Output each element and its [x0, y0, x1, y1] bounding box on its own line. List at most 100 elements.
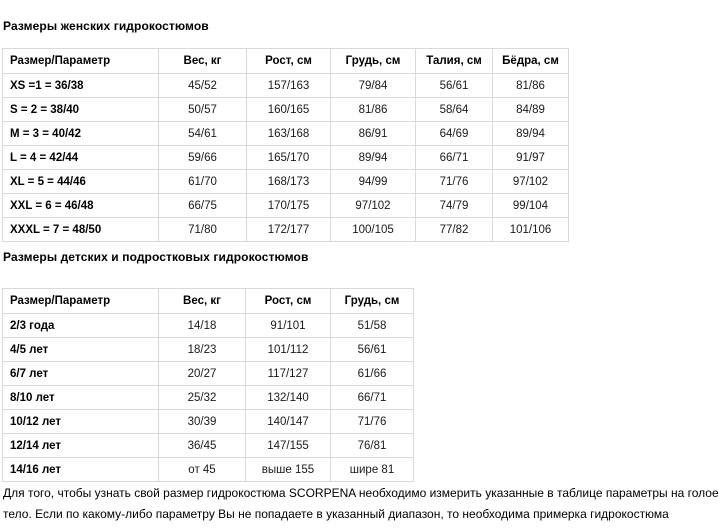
value-cell: 25/32	[158, 385, 246, 410]
table-row: L = 4 = 42/44 59/66 165/170 89/94 66/71 …	[2, 145, 569, 170]
value-cell: 71/76	[330, 409, 414, 434]
size-label-cell: XXXL = 7 = 48/50	[2, 217, 159, 242]
table-row: 8/10 лет 25/32 132/140 66/71	[2, 385, 414, 410]
table-row: 10/12 лет 30/39 140/147 71/76	[2, 409, 414, 434]
value-cell: 91/97	[492, 145, 569, 170]
value-cell: 157/163	[246, 73, 331, 98]
value-cell: 51/58	[330, 313, 414, 338]
value-cell: 59/66	[158, 145, 247, 170]
value-cell: 170/175	[246, 193, 331, 218]
value-cell: 84/89	[492, 97, 569, 122]
value-cell: 101/112	[245, 337, 331, 362]
value-cell: 61/70	[158, 169, 247, 194]
value-cell: 147/155	[245, 433, 331, 458]
value-cell: 163/168	[246, 121, 331, 146]
value-cell: 56/61	[415, 73, 493, 98]
value-cell: выше 155	[245, 457, 331, 482]
value-cell: 132/140	[245, 385, 331, 410]
value-cell: 30/39	[158, 409, 246, 434]
table-row: M = 3 = 40/42 54/61 163/168 86/91 64/69 …	[2, 121, 569, 146]
kids-size-table: Размер/Параметр Вес, кг Рост, см Грудь, …	[2, 288, 414, 482]
size-label-cell: XS =1 = 36/38	[2, 73, 159, 98]
value-cell: 89/94	[492, 121, 569, 146]
table-row: S = 2 = 38/40 50/57 160/165 81/86 58/64 …	[2, 97, 569, 122]
table-row: 4/5 лет 18/23 101/112 56/61	[2, 337, 414, 362]
value-cell: 89/94	[330, 145, 416, 170]
age-label-cell: 2/3 года	[2, 313, 159, 338]
value-cell: 54/61	[158, 121, 247, 146]
value-cell: шире 81	[330, 457, 414, 482]
table-row: XXL = 6 = 46/48 66/75 170/175 97/102 74/…	[2, 193, 569, 218]
column-header: Размер/Параметр	[2, 48, 159, 74]
value-cell: 97/102	[492, 169, 569, 194]
value-cell: 71/76	[415, 169, 493, 194]
measurement-instructions: Для того, чтобы узнать свой размер гидро…	[3, 486, 719, 521]
table-row: 14/16 лет от 45 выше 155 шире 81	[2, 457, 414, 482]
age-label-cell: 4/5 лет	[2, 337, 159, 362]
size-label-cell: S = 2 = 38/40	[2, 97, 159, 122]
age-label-cell: 6/7 лет	[2, 361, 159, 386]
table-row: XXXL = 7 = 48/50 71/80 172/177 100/105 7…	[2, 217, 569, 242]
size-label-cell: M = 3 = 40/42	[2, 121, 159, 146]
value-cell: 64/69	[415, 121, 493, 146]
value-cell: 36/45	[158, 433, 246, 458]
column-header: Вес, кг	[158, 288, 246, 314]
value-cell: 79/84	[330, 73, 416, 98]
value-cell: 97/102	[330, 193, 416, 218]
age-label-cell: 8/10 лет	[2, 385, 159, 410]
table-header-row: Размер/Параметр Вес, кг Рост, см Грудь, …	[2, 288, 414, 314]
value-cell: 172/177	[246, 217, 331, 242]
value-cell: 50/57	[158, 97, 247, 122]
value-cell: 56/61	[330, 337, 414, 362]
age-label-cell: 10/12 лет	[2, 409, 159, 434]
value-cell: 20/27	[158, 361, 246, 386]
age-label-cell: 14/16 лет	[2, 457, 159, 482]
column-header: Рост, см	[246, 48, 331, 74]
size-label-cell: XXL = 6 = 46/48	[2, 193, 159, 218]
column-header: Бёдра, см	[492, 48, 569, 74]
size-label-cell: XL = 5 = 44/46	[2, 169, 159, 194]
size-label-cell: L = 4 = 42/44	[2, 145, 159, 170]
column-header: Вес, кг	[158, 48, 247, 74]
value-cell: 66/71	[330, 385, 414, 410]
value-cell: 66/75	[158, 193, 247, 218]
value-cell: 117/127	[245, 361, 331, 386]
value-cell: 94/99	[330, 169, 416, 194]
column-header: Грудь, см	[330, 288, 414, 314]
value-cell: 58/64	[415, 97, 493, 122]
value-cell: 18/23	[158, 337, 246, 362]
column-header: Талия, см	[415, 48, 493, 74]
value-cell: 165/170	[246, 145, 331, 170]
table-row: XS =1 = 36/38 45/52 157/163 79/84 56/61 …	[2, 73, 569, 98]
value-cell: 71/80	[158, 217, 247, 242]
value-cell: 77/82	[415, 217, 493, 242]
kids-section-title: Размеры детских и подростковых гидрокост…	[3, 250, 309, 264]
value-cell: 74/79	[415, 193, 493, 218]
women-size-table: Размер/Параметр Вес, кг Рост, см Грудь, …	[2, 48, 569, 242]
value-cell: 100/105	[330, 217, 416, 242]
value-cell: 81/86	[492, 73, 569, 98]
value-cell: 14/18	[158, 313, 246, 338]
value-cell: 160/165	[246, 97, 331, 122]
value-cell: 101/106	[492, 217, 569, 242]
table-row: 2/3 года 14/18 91/101 51/58	[2, 313, 414, 338]
value-cell: 81/86	[330, 97, 416, 122]
value-cell: от 45	[158, 457, 246, 482]
value-cell: 76/81	[330, 433, 414, 458]
table-header-row: Размер/Параметр Вес, кг Рост, см Грудь, …	[2, 48, 569, 74]
column-header: Грудь, см	[330, 48, 416, 74]
women-section-title: Размеры женских гидрокостюмов	[3, 19, 209, 33]
table-row: 12/14 лет 36/45 147/155 76/81	[2, 433, 414, 458]
value-cell: 140/147	[245, 409, 331, 434]
value-cell: 61/66	[330, 361, 414, 386]
value-cell: 91/101	[245, 313, 331, 338]
column-header: Рост, см	[245, 288, 331, 314]
column-header: Размер/Параметр	[2, 288, 159, 314]
table-row: 6/7 лет 20/27 117/127 61/66	[2, 361, 414, 386]
age-label-cell: 12/14 лет	[2, 433, 159, 458]
value-cell: 168/173	[246, 169, 331, 194]
value-cell: 99/104	[492, 193, 569, 218]
table-row: XL = 5 = 44/46 61/70 168/173 94/99 71/76…	[2, 169, 569, 194]
value-cell: 66/71	[415, 145, 493, 170]
